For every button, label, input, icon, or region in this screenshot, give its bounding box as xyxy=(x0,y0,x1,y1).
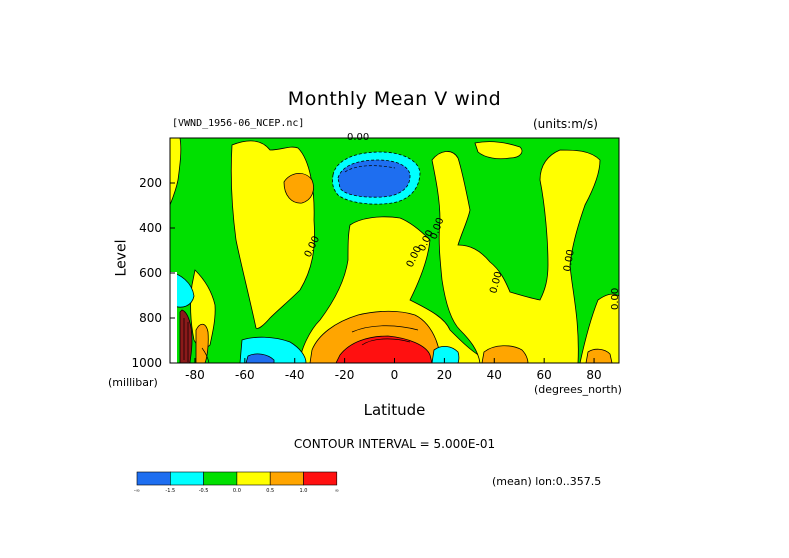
y-tick-label: 600 xyxy=(139,266,162,280)
y-tick-label: 800 xyxy=(139,311,162,325)
field-red-equatorial xyxy=(335,335,433,363)
x-tick-label: 40 xyxy=(487,368,502,382)
y-tick-label: 200 xyxy=(139,176,162,190)
x-axis-units: (degrees_north) xyxy=(534,383,622,396)
field-yellow-polar-north xyxy=(579,293,619,363)
colorbar-tick-label: 1.0 xyxy=(300,488,308,494)
colorbar-swatch xyxy=(269,471,304,486)
x-tick-label: 20 xyxy=(437,368,452,382)
colorbar-tick-label: -0.5 xyxy=(199,488,209,494)
y-axis-units: (millibar) xyxy=(108,376,158,389)
x-tick-label: -60 xyxy=(235,368,255,382)
x-tick-label: -80 xyxy=(185,368,205,382)
colorbar: -∞ -1.5 -0.5 0.0 0.5 1.0 ∞ xyxy=(134,471,339,494)
x-tick-label: 60 xyxy=(537,368,552,382)
y-tick-label: 400 xyxy=(139,221,162,235)
mean-label: (mean) lon:0..357.5 xyxy=(492,475,602,488)
units-label: (units:m/s) xyxy=(533,117,598,131)
colorbar-tick-label: ∞ xyxy=(335,488,339,494)
contour-interval-label: CONTOUR INTERVAL = 5.000E-01 xyxy=(293,437,496,451)
y-axis-ticks: 200 400 600 800 1000 xyxy=(131,176,175,370)
contour-fields xyxy=(170,138,619,363)
colorbar-tick-label: 0.0 xyxy=(233,488,241,494)
file-label: [VWND_1956-06_NCEP.nc] xyxy=(172,118,305,129)
colorbar-tick-label: -1.5 xyxy=(165,488,175,494)
colorbar-swatch xyxy=(236,471,271,486)
colorbar-swatch xyxy=(203,471,238,486)
field-blue-upper xyxy=(337,159,411,198)
chart-title: Monthly Mean V wind xyxy=(287,88,502,110)
field-yellow-top-north xyxy=(474,141,523,160)
x-tick-label: -40 xyxy=(285,368,305,382)
x-axis-label: Latitude xyxy=(363,401,426,419)
contour-line xyxy=(344,165,396,173)
colorbar-swatch xyxy=(136,471,171,486)
x-tick-label: 0 xyxy=(391,368,399,382)
colorbar-swatch xyxy=(303,471,338,486)
colorbar-swatch xyxy=(170,471,204,486)
colorbar-tick-label: -∞ xyxy=(134,488,140,494)
contour-line xyxy=(201,347,210,363)
contour-line xyxy=(351,325,419,333)
contour-lines xyxy=(183,165,419,363)
field-yellow-north-column xyxy=(431,149,601,363)
y-tick-label: 1000 xyxy=(131,356,162,370)
contour-line xyxy=(361,338,411,346)
x-tick-label: -20 xyxy=(335,368,355,382)
x-tick-label: 80 xyxy=(586,368,601,382)
field-orange-south-low xyxy=(195,323,209,363)
colorbar-tick-label: 0.5 xyxy=(266,488,274,494)
field-yellow-polar-south xyxy=(170,138,182,206)
contour-label: 0.00 xyxy=(562,249,577,273)
x-axis-ticks: -80 -60 -40 -20 0 20 40 60 80 xyxy=(185,358,602,382)
contour-label: 0.00 xyxy=(347,132,369,143)
field-orange-south-blob xyxy=(283,173,314,204)
field-orange-north-2 xyxy=(585,348,613,363)
contour-label: 0.00 xyxy=(610,288,621,310)
contour-line xyxy=(183,318,189,362)
